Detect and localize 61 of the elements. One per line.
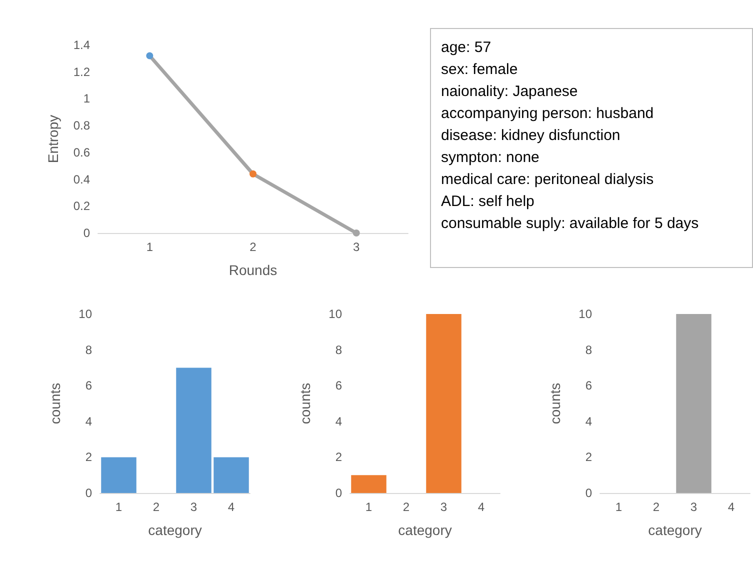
x-tick-label: 3 (690, 500, 698, 514)
text: disease: kidney disfunction (441, 126, 622, 146)
point (146, 52, 154, 60)
y-tick-label: 1.4 (73, 38, 90, 52)
text: accompanying person: husband (441, 104, 655, 124)
y-tick-label: 1.2 (73, 64, 90, 79)
x-tick-label: 2 (152, 500, 160, 514)
y-tick-label: 0 (335, 486, 342, 500)
text: naionality: Japanese (441, 82, 579, 102)
x-tick-label: 4 (478, 500, 485, 514)
y-tick-label: 4 (85, 414, 92, 428)
y-tick-label: 6 (335, 378, 342, 393)
x-tick-label: 2 (250, 240, 257, 254)
x-tick-label: 4 (728, 500, 735, 514)
y-tick-label: 2 (335, 450, 342, 464)
y-axis-title: counts (47, 382, 63, 424)
y-tick-label: 4 (585, 414, 592, 428)
y-tick-label: 10 (578, 307, 592, 321)
x-tick-label: 1 (146, 240, 154, 254)
text: sex: female (441, 60, 519, 80)
y-tick-label: 0.8 (73, 118, 90, 133)
text: consumable suply: available for 5 days (441, 214, 700, 234)
y-axis-title: counts (297, 382, 313, 424)
y-tick-label: 2 (585, 450, 592, 464)
y-tick-label: 8 (335, 342, 342, 357)
y-tick-label: 2 (85, 450, 92, 464)
point (250, 170, 256, 178)
x-axis-title: Rounds (228, 262, 278, 278)
x-tick-label: 3 (352, 240, 360, 254)
x-tick-label: 3 (190, 500, 198, 514)
y-axis-title: counts (547, 382, 563, 424)
point (352, 230, 360, 236)
y-tick-label: 10 (328, 307, 342, 321)
x-tick-label: 2 (402, 500, 410, 514)
x-tick-label: 1 (365, 500, 372, 514)
text: medical care: peritoneal dialysis (441, 170, 655, 190)
y-tick-label: 0.2 (73, 199, 90, 214)
y-tick-label: 0 (585, 486, 592, 500)
y-tick-label: 10 (78, 307, 92, 321)
text: ADL: self help (441, 192, 536, 212)
y-tick-label: 4 (335, 414, 342, 428)
x-tick-label: 2 (652, 500, 660, 514)
y-axis-title: Entropy (45, 114, 61, 164)
y-tick-label: 8 (85, 342, 92, 357)
y-tick-label: 6 (85, 378, 92, 393)
y-tick-label: 6 (585, 378, 592, 393)
x-axis-title: category (398, 522, 452, 538)
y-tick-label: 1 (83, 92, 90, 106)
x-tick-label: 4 (228, 500, 235, 514)
x-tick-label: 1 (115, 500, 122, 514)
y-tick-label: 0 (85, 486, 92, 500)
y-tick-label: 0 (83, 226, 90, 240)
x-tick-label: 1 (615, 500, 622, 514)
y-tick-label: 0.6 (73, 145, 90, 160)
y-tick-label: 0.4 (73, 172, 90, 186)
x-axis-title: category (148, 522, 202, 538)
text: age: 57 (441, 38, 492, 58)
y-tick-label: 8 (585, 342, 592, 357)
x-tick-label: 3 (440, 500, 448, 514)
text: sympton: none (441, 148, 540, 168)
x-axis-title: category (648, 522, 702, 538)
